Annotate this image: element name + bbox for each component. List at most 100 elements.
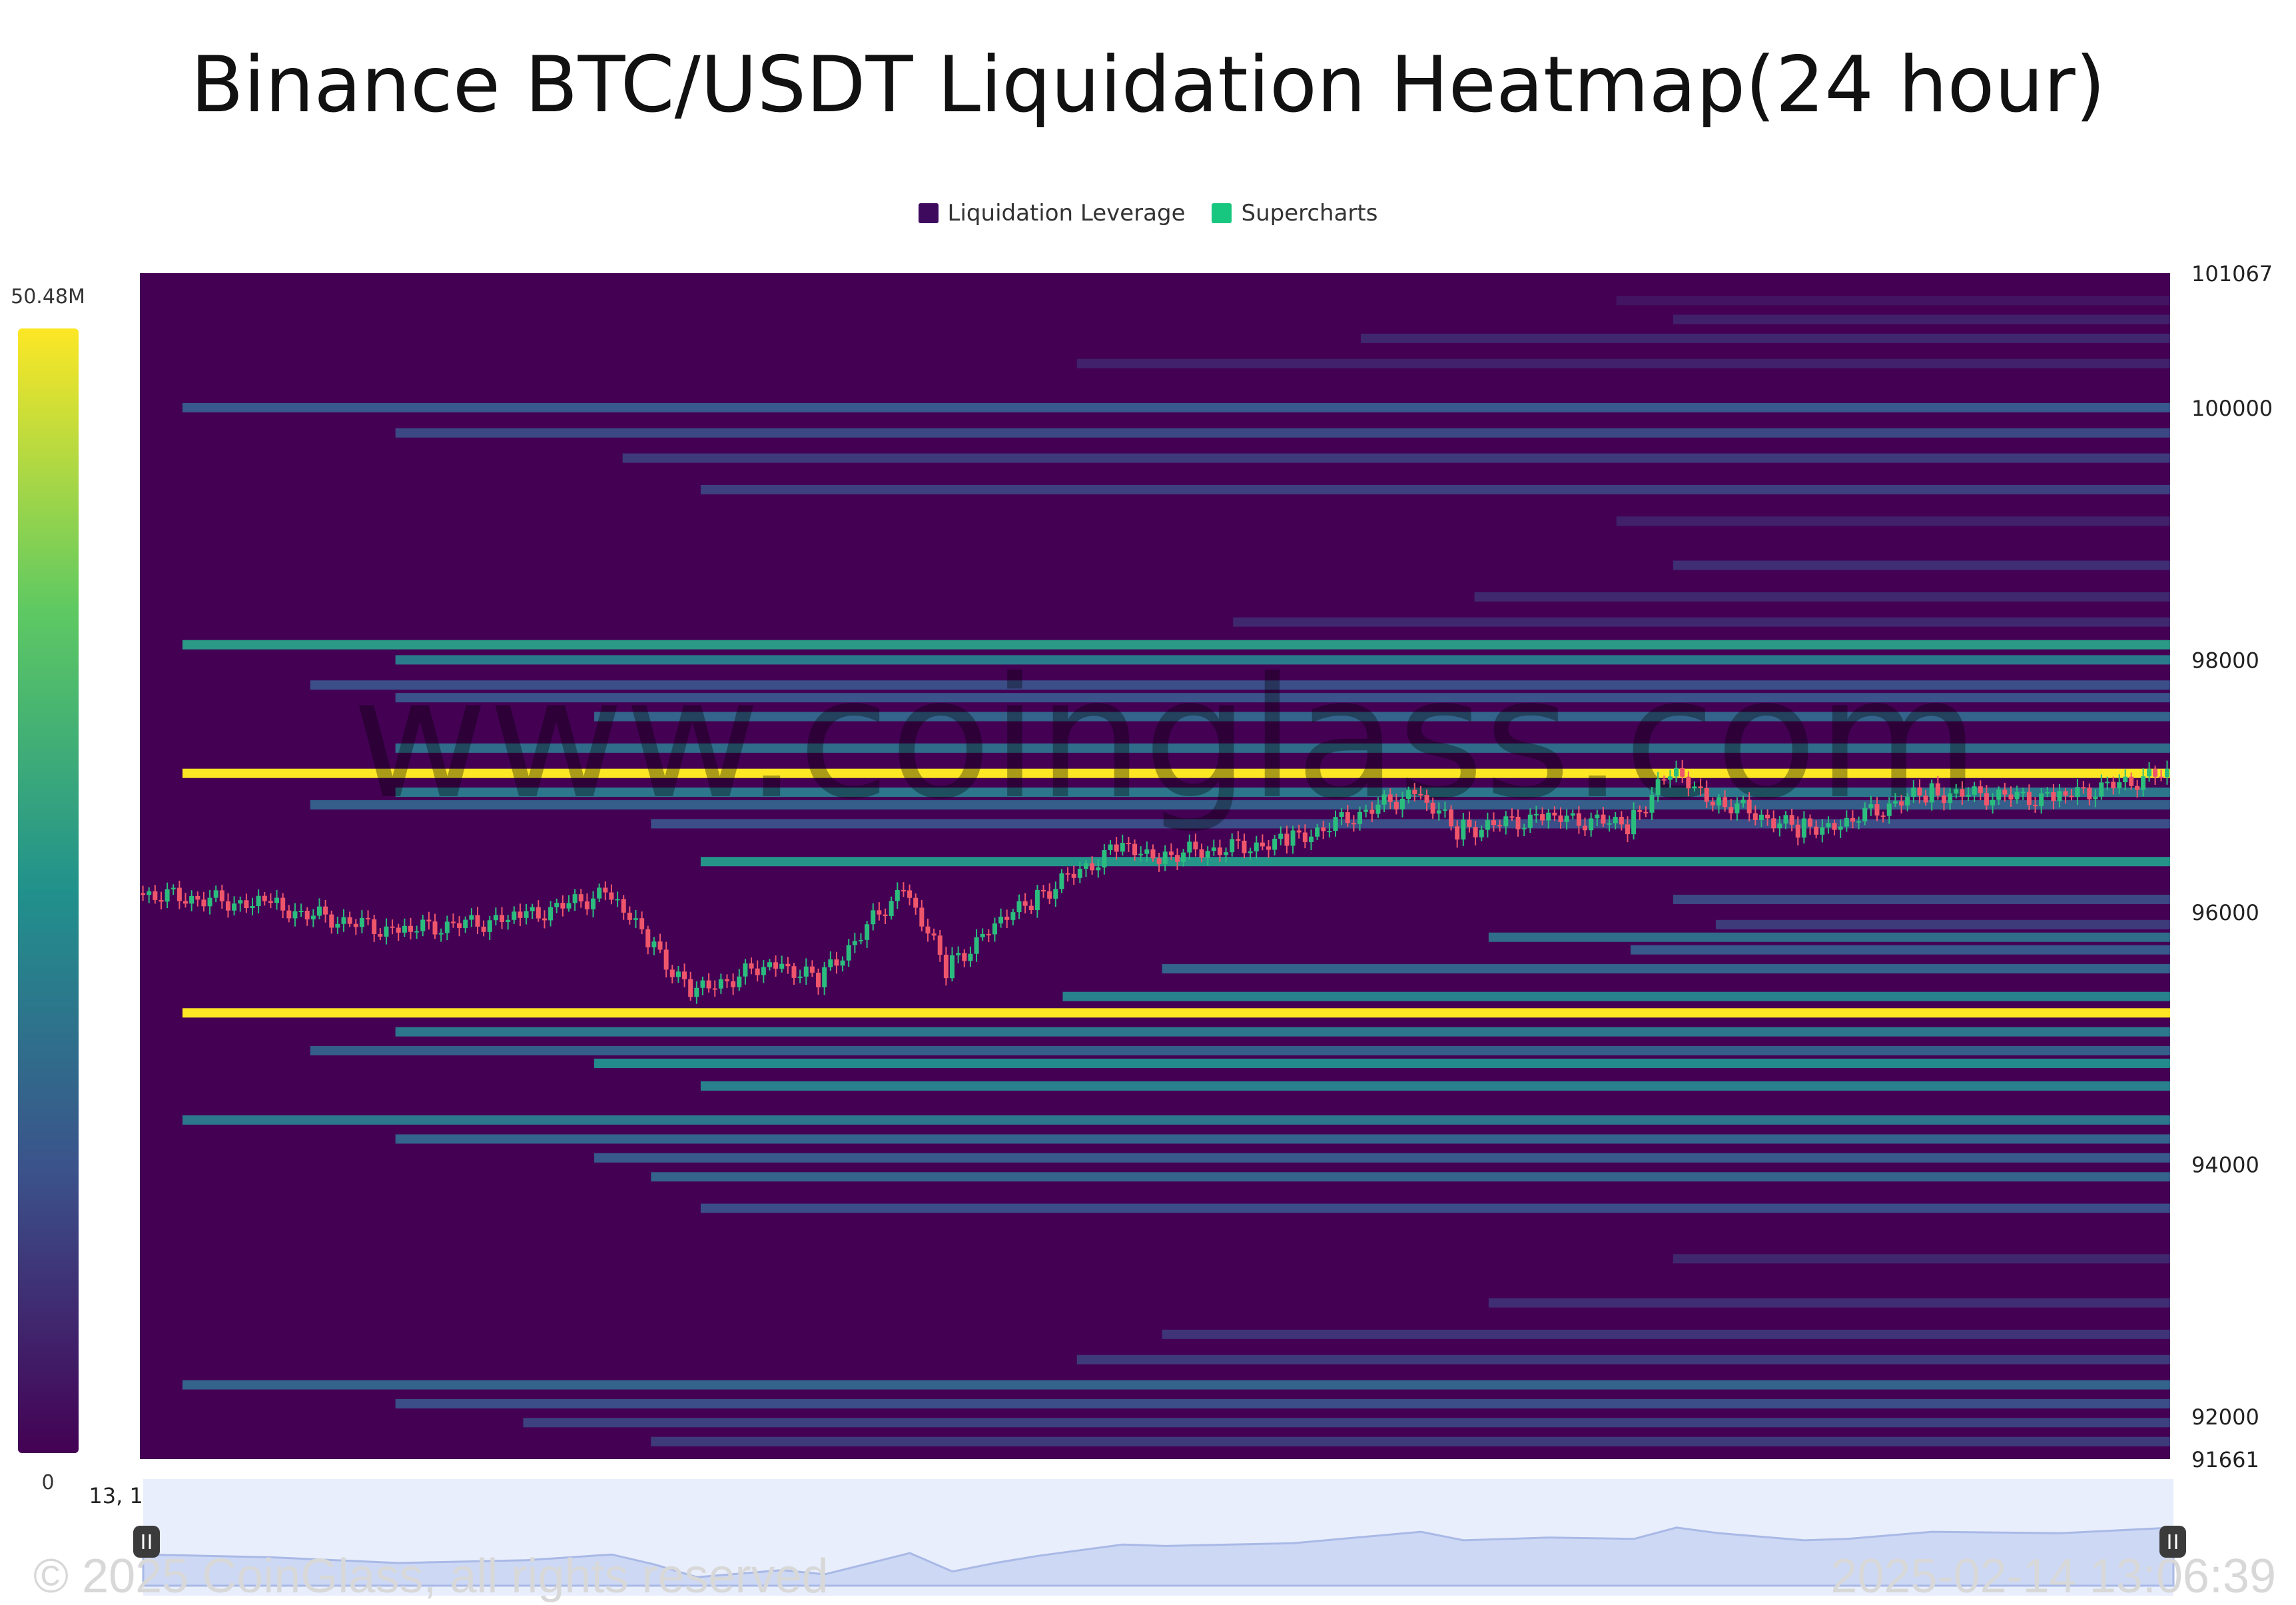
price-candle [359,910,364,933]
price-candle [1661,776,1667,785]
price-candle [1929,779,1934,811]
price-candle [1966,787,1971,802]
price-candle [372,915,377,943]
price-candle [785,957,791,974]
price-candle [761,959,766,983]
price-candle [1455,820,1460,848]
price-candle [2141,768,2146,797]
liquidation-band [182,1380,2170,1390]
price-candle [1716,794,1721,814]
y-tick-label: 101067 [2191,261,2273,286]
price-candle [700,976,705,995]
price-candle [2069,789,2074,801]
legend-item-supercharts[interactable]: Supercharts [1212,200,1377,227]
price-candle [743,959,748,985]
price-candle [889,896,894,920]
price-candle [1801,811,1806,843]
price-candle [1820,819,1825,843]
price-candle [378,928,383,941]
price-candle [791,963,797,985]
price-candle [1515,809,1521,837]
liquidation-band [1488,1298,2170,1308]
price-candle [2002,783,2008,802]
price-candle [737,969,742,991]
price-candle [1948,788,1953,810]
price-candles [141,760,2170,1004]
price-candle [1789,808,1794,831]
price-candle [779,955,785,973]
price-candle [244,893,249,913]
price-candle [384,918,389,945]
price-candle [1357,806,1363,831]
price-candle [183,893,189,908]
price-candle [141,885,146,901]
price-candle [834,951,839,974]
price-candle [883,908,888,925]
liquidation-band [1162,964,2170,974]
price-candle [1540,807,1545,825]
price-candle [147,887,152,903]
price-candle [1491,812,1497,832]
price-candle [298,903,304,917]
range-navigator[interactable] [133,1479,2186,1596]
liquidation-band [622,453,2170,463]
liquidation-band [182,1008,2170,1018]
liquidation-band [395,788,2170,798]
price-candle [292,903,298,927]
price-candle [165,882,170,909]
price-candle [335,916,340,934]
price-candle [1497,819,1503,832]
price-candle [840,956,845,972]
price-candle [2063,788,2068,804]
price-candle [1120,834,1125,856]
price-candle [1399,792,1405,817]
colorbar-gradient [18,328,79,1453]
price-candle [1911,780,1916,803]
liquidation-band [1631,945,2170,955]
navigator-right-handle[interactable] [2159,1526,2186,1558]
price-candle [1752,805,1758,825]
price-candle [1546,808,1551,829]
liquidation-band [651,1172,2170,1182]
price-candle [1765,809,1770,826]
price-candle [554,898,560,913]
price-candle [682,963,687,987]
price-candle [153,885,158,904]
legend-item-liquidation-leverage[interactable]: Liquidation Leverage [918,200,1185,227]
price-candle [171,884,176,895]
price-candle [1168,843,1174,860]
price-candle [1308,829,1314,851]
price-candle [177,880,182,909]
price-candle [323,899,328,923]
price-candle [1187,834,1192,860]
price-candle [524,904,529,925]
liquidation-band [1062,991,2170,1001]
price-candle [201,891,206,912]
price-candle [463,916,468,933]
navigator-left-handle[interactable] [133,1526,160,1558]
price-candle [1162,845,1168,871]
price-candle [1047,883,1052,905]
price-candle [1674,760,1679,783]
price-candle [1899,794,1904,814]
price-candle [1783,811,1788,829]
price-candle [1406,786,1411,803]
price-candle [159,891,164,909]
price-candle [1978,780,1983,801]
liquidation-band [395,428,2170,438]
price-candle [316,898,322,919]
price-candle [274,889,280,910]
price-candle [992,917,997,942]
price-candle [1667,770,1673,788]
price-candle [2039,788,2044,814]
price-candle [1795,816,1800,845]
price-candle [1746,792,1752,821]
price-candle [1467,811,1472,833]
price-candle [937,929,943,962]
price-candle [1954,784,1959,799]
price-candle [809,960,815,977]
price-candle [694,981,699,1004]
price-candle [669,965,675,984]
price-candle [1485,812,1490,837]
